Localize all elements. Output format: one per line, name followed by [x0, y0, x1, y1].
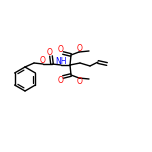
Text: O: O	[47, 48, 53, 57]
Text: O: O	[77, 77, 83, 86]
Text: O: O	[40, 56, 46, 65]
Text: O: O	[77, 44, 83, 53]
Text: NH: NH	[55, 57, 67, 66]
Text: O: O	[58, 76, 64, 85]
Text: O: O	[58, 45, 64, 55]
